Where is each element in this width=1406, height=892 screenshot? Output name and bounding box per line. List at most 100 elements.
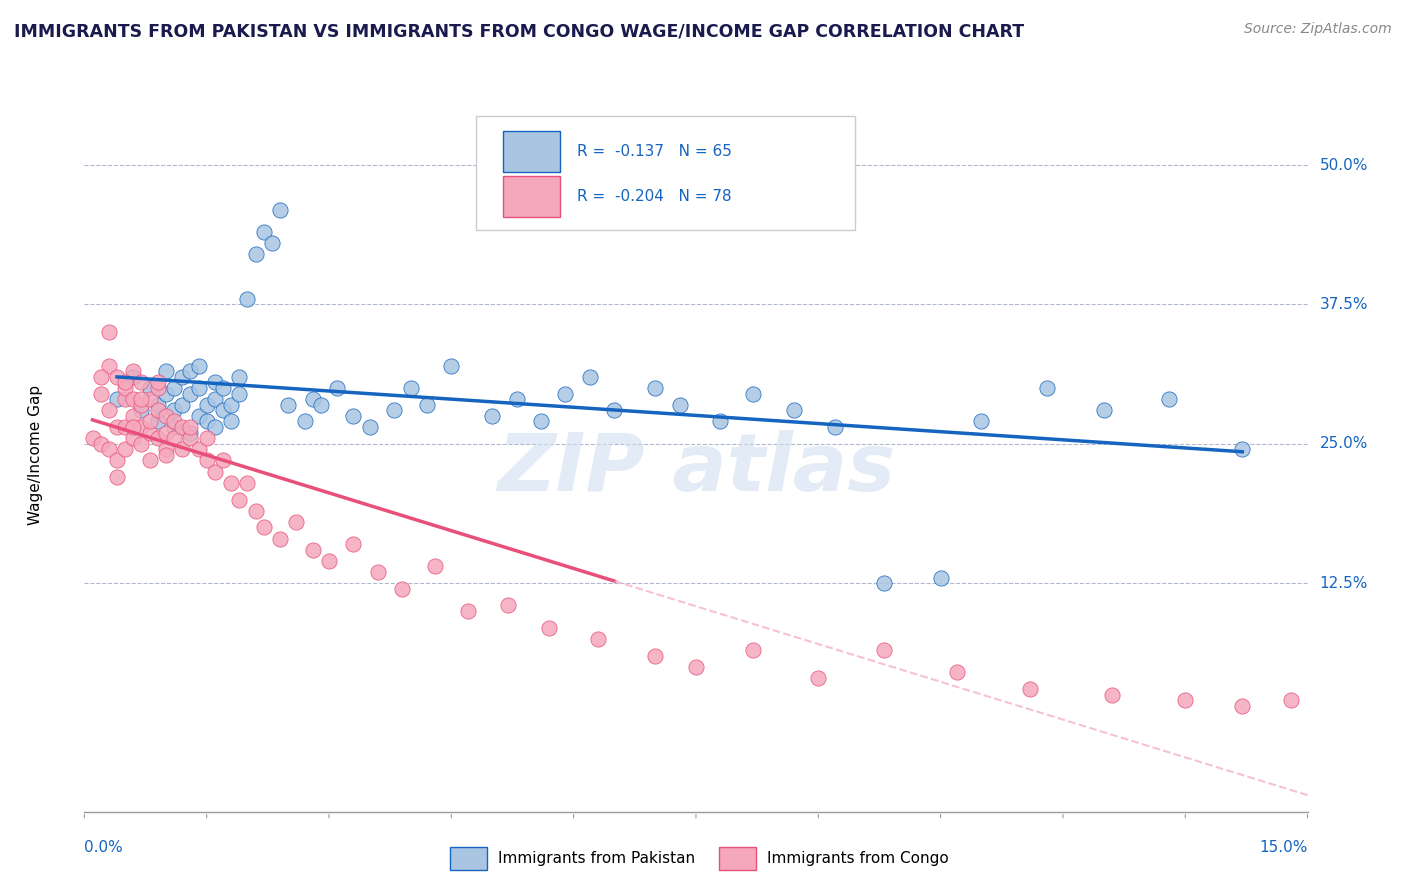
Point xyxy=(783,403,806,417)
Point xyxy=(457,604,479,618)
Point xyxy=(195,414,218,428)
Point xyxy=(146,403,169,417)
Point xyxy=(824,420,846,434)
Point xyxy=(163,414,186,428)
Point xyxy=(872,576,894,591)
Point xyxy=(138,414,160,428)
Text: Wage/Income Gap: Wage/Income Gap xyxy=(28,384,44,525)
Point xyxy=(709,414,731,428)
Point xyxy=(326,381,349,395)
Point xyxy=(97,325,120,339)
Point xyxy=(179,364,201,378)
Point xyxy=(367,565,389,579)
Point xyxy=(105,420,128,434)
Point xyxy=(668,398,690,412)
Point xyxy=(644,648,666,663)
Point xyxy=(1101,688,1123,702)
Point xyxy=(228,492,250,507)
Point xyxy=(603,403,626,417)
Point xyxy=(131,398,153,412)
Point xyxy=(187,442,209,457)
Point xyxy=(179,386,201,401)
Point xyxy=(742,386,765,401)
Point xyxy=(105,453,128,467)
Point xyxy=(155,448,177,462)
Point xyxy=(946,665,969,680)
Point xyxy=(309,398,332,412)
Point xyxy=(970,414,993,428)
FancyBboxPatch shape xyxy=(503,131,560,172)
Point xyxy=(163,420,186,434)
Text: 50.0%: 50.0% xyxy=(1320,158,1368,172)
Text: R =  -0.137   N = 65: R = -0.137 N = 65 xyxy=(578,145,733,159)
Point xyxy=(131,392,153,407)
Point xyxy=(245,247,267,261)
Point xyxy=(122,369,145,384)
Point xyxy=(554,386,576,401)
Point xyxy=(872,643,894,657)
Point xyxy=(163,431,186,445)
Point xyxy=(245,503,267,517)
Point xyxy=(742,643,765,657)
Text: 12.5%: 12.5% xyxy=(1320,575,1368,591)
Point xyxy=(179,425,201,440)
Point xyxy=(416,398,439,412)
Point xyxy=(155,425,177,440)
Point xyxy=(294,414,316,428)
Point xyxy=(807,671,830,685)
Point xyxy=(146,414,169,428)
Point xyxy=(187,359,209,373)
Point xyxy=(579,369,602,384)
Point xyxy=(90,386,112,401)
Point xyxy=(423,559,446,574)
Point xyxy=(97,442,120,457)
Point xyxy=(1174,693,1197,707)
Point xyxy=(1092,403,1115,417)
Point xyxy=(1279,693,1302,707)
Point xyxy=(1035,381,1057,395)
Point xyxy=(342,409,364,423)
Point xyxy=(260,235,283,250)
Point xyxy=(122,364,145,378)
Point xyxy=(90,369,112,384)
Point xyxy=(236,475,259,490)
Point xyxy=(212,381,235,395)
Point xyxy=(114,392,136,407)
Point xyxy=(301,392,323,407)
Text: IMMIGRANTS FROM PAKISTAN VS IMMIGRANTS FROM CONGO WAGE/INCOME GAP CORRELATION CH: IMMIGRANTS FROM PAKISTAN VS IMMIGRANTS F… xyxy=(14,22,1024,40)
Point xyxy=(530,414,553,428)
Point xyxy=(155,409,177,423)
Point xyxy=(253,225,276,239)
Text: 0.0%: 0.0% xyxy=(84,839,124,855)
Point xyxy=(204,420,226,434)
Text: 25.0%: 25.0% xyxy=(1320,436,1368,451)
Point xyxy=(114,381,136,395)
Point xyxy=(269,532,291,546)
Point xyxy=(359,420,381,434)
Point xyxy=(138,392,160,407)
Point xyxy=(195,431,218,445)
Point xyxy=(122,431,145,445)
Point xyxy=(163,381,186,395)
Point xyxy=(929,571,952,585)
Point xyxy=(228,369,250,384)
FancyBboxPatch shape xyxy=(503,177,560,217)
Point xyxy=(163,403,186,417)
Point xyxy=(138,425,160,440)
Point xyxy=(212,403,235,417)
Point xyxy=(187,409,209,423)
Point xyxy=(122,409,145,423)
Text: 37.5%: 37.5% xyxy=(1320,297,1368,312)
Point xyxy=(179,431,201,445)
Point xyxy=(204,392,226,407)
Point xyxy=(195,398,218,412)
Point xyxy=(97,403,120,417)
Point xyxy=(277,398,299,412)
Point xyxy=(236,292,259,306)
Point xyxy=(440,359,463,373)
Point xyxy=(204,465,226,479)
Point xyxy=(131,420,153,434)
Point xyxy=(155,386,177,401)
Point xyxy=(105,470,128,484)
Point xyxy=(219,398,242,412)
